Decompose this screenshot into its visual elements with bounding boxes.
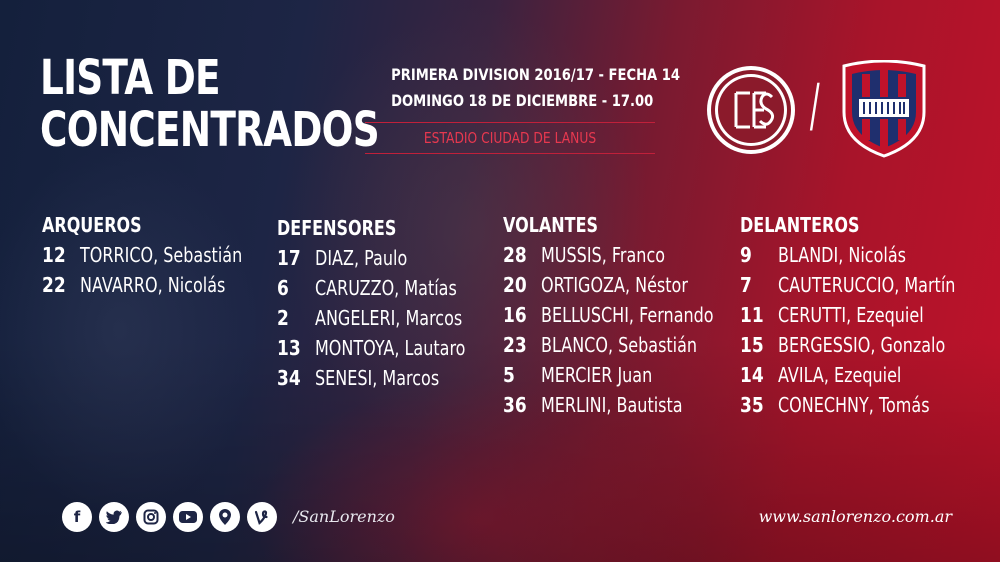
group-heading: DEFENSORES — [277, 216, 397, 240]
san-lorenzo-crest-icon — [842, 60, 926, 158]
player-name: SENESI, Marcos — [315, 366, 440, 390]
facebook-icon[interactable]: f — [62, 502, 92, 532]
player-name: MERLINI, Bautista — [541, 393, 683, 417]
player-row: 23 BLANCO, Sebastián — [503, 330, 757, 360]
player-row: 12 TORRICO, Sebastián — [42, 240, 283, 270]
website-link[interactable]: www.sanlorenzo.com.ar — [758, 507, 952, 526]
player-row: 9 BLANDI, Nicolás — [740, 240, 1000, 270]
instagram-icon[interactable] — [136, 502, 166, 532]
player-row: 15 BERGESSIO, Gonzalo — [740, 330, 1000, 360]
match-info: PRIMERA DIVISION 2016/17 - FECHA 14 DOMI… — [365, 62, 681, 154]
player-number: 11 — [740, 303, 764, 327]
player-row: 16 BELLUSCHI, Fernando — [503, 300, 757, 330]
player-name: ANGELERI, Marcos — [315, 306, 463, 330]
periscope-icon[interactable] — [210, 502, 240, 532]
player-row: 5 MERCIER Juan — [503, 360, 757, 390]
player-number: 9 — [740, 243, 752, 267]
player-number: 7 — [740, 273, 752, 297]
player-number: 6 — [277, 276, 289, 300]
page-title: LISTA DE CONCENTRADOS — [40, 50, 380, 158]
match-date: DOMINGO 18 DE DICIEMBRE - 17.00 — [391, 91, 654, 110]
title-line-2: CONCENTRADOS — [40, 102, 380, 158]
venue-label: ESTADIO CIUDAD DE LANUS — [365, 122, 655, 154]
player-row: 20 ORTIGOZA, Néstor — [503, 270, 757, 300]
player-row: 35 CONECHNY, Tomás — [740, 390, 1000, 420]
player-row: 22 NAVARRO, Nicolás — [42, 270, 283, 300]
player-number: 5 — [503, 363, 515, 387]
social-handle: /SanLorenzo — [293, 507, 395, 526]
player-name: BLANDI, Nicolás — [778, 243, 906, 267]
squad-group-defensores: DEFENSORES 17 DIAZ, Paulo 6 CARUZZO, Matía… — [277, 213, 503, 393]
title-line-1: LISTA DE — [40, 50, 221, 106]
player-number: 35 — [740, 393, 764, 417]
player-number: 2 — [277, 306, 289, 330]
player-number: 16 — [503, 303, 527, 327]
player-name: CARUZZO, Matías — [315, 276, 457, 300]
player-row: 7 CAUTERUCCIO, Martín — [740, 270, 1000, 300]
player-name: CONECHNY, Tomás — [778, 393, 930, 417]
player-row: 36 MERLINI, Bautista — [503, 390, 757, 420]
player-name: BERGESSIO, Gonzalo — [778, 333, 946, 357]
player-name: MERCIER Juan — [541, 363, 653, 387]
squad-group-volantes: VOLANTES 28 MUSSIS, Franco 20 ORTIGOZA, Né… — [503, 210, 757, 420]
player-number: 13 — [277, 336, 301, 360]
player-name: BELLUSCHI, Fernando — [541, 303, 714, 327]
lanus-crest-icon — [707, 66, 795, 154]
player-number: 14 — [740, 363, 764, 387]
player-row: 11 CERUTTI, Ezequiel — [740, 300, 1000, 330]
player-name: AVILA, Ezequiel — [778, 363, 902, 387]
group-heading: VOLANTES — [503, 213, 599, 237]
player-name: CAUTERUCCIO, Martín — [778, 273, 956, 297]
player-number: 36 — [503, 393, 527, 417]
crest-separator: / — [809, 71, 820, 139]
youtube-icon[interactable] — [173, 502, 203, 532]
player-name: ORTIGOZA, Néstor — [541, 273, 688, 297]
player-name: DIAZ, Paulo — [315, 246, 408, 270]
player-name: MONTOYA, Lautaro — [315, 336, 466, 360]
social-icons: f — [62, 502, 277, 532]
group-heading: DELANTEROS — [740, 213, 860, 237]
player-number: 34 — [277, 366, 301, 390]
player-number: 15 — [740, 333, 764, 357]
vine-icon[interactable] — [247, 502, 277, 532]
player-name: TORRICO, Sebastián — [80, 243, 243, 267]
player-row: 2 ANGELERI, Marcos — [277, 303, 503, 333]
player-row: 13 MONTOYA, Lautaro — [277, 333, 503, 363]
player-number: 17 — [277, 246, 301, 270]
squad-group-arqueros: ARQUEROS 12 TORRICO, Sebastián 22 NAVARRO,… — [42, 210, 283, 300]
competition-label: PRIMERA DIVISION 2016/17 - FECHA 14 — [391, 65, 681, 84]
player-row: 6 CARUZZO, Matías — [277, 273, 503, 303]
player-name: BLANCO, Sebastián — [541, 333, 698, 357]
player-number: 12 — [42, 243, 66, 267]
player-name: NAVARRO, Nicolás — [80, 273, 226, 297]
player-row: 34 SENESI, Marcos — [277, 363, 503, 393]
player-name: MUSSIS, Franco — [541, 243, 666, 267]
player-name: CERUTTI, Ezequiel — [778, 303, 924, 327]
player-number: 23 — [503, 333, 527, 357]
player-number: 22 — [42, 273, 66, 297]
twitter-icon[interactable] — [99, 502, 129, 532]
group-heading: ARQUEROS — [42, 213, 142, 237]
player-row: 14 AVILA, Ezequiel — [740, 360, 1000, 390]
squad-group-delanteros: DELANTEROS 9 BLANDI, Nicolás 7 CAUTERUCCIO… — [740, 210, 1000, 420]
player-number: 28 — [503, 243, 527, 267]
player-row: 28 MUSSIS, Franco — [503, 240, 757, 270]
player-number: 20 — [503, 273, 527, 297]
player-row: 17 DIAZ, Paulo — [277, 243, 503, 273]
